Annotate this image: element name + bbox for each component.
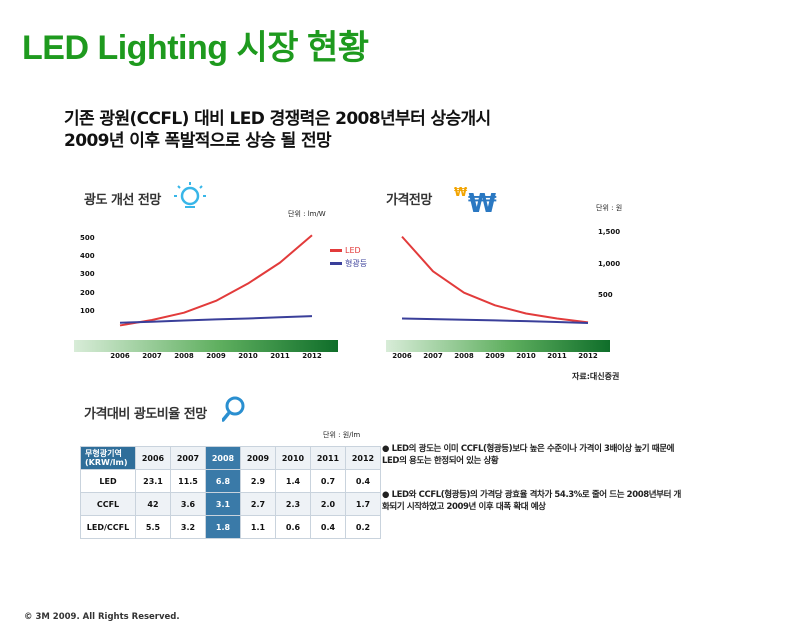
headline-line-1: 기존 광원(CCFL) 대비 LED 경쟁력은 2008년부터 상승개시 — [64, 109, 491, 129]
table-cell: 6.8 — [205, 469, 241, 493]
legend-led-label: LED — [345, 246, 361, 255]
y-tick-label: 1,500 — [598, 228, 621, 237]
bullet-1: ● LED의 광도는 이미 CCFL(형광등)보다 높은 수준이나 가격이 3배… — [382, 443, 682, 467]
table-header-year: 2009 — [240, 446, 276, 470]
table-cell: 1.7 — [345, 492, 381, 516]
table-cell: 0.7 — [310, 469, 346, 493]
table-header-year: 2008 — [205, 446, 241, 470]
series-line-1 — [119, 315, 313, 324]
y-tick-label: 300 — [80, 270, 95, 279]
price-chart — [401, 235, 589, 324]
table-cell: 1.8 — [205, 515, 241, 539]
x-tick-label: 2008 — [454, 352, 474, 360]
bullet-2-text: LED와 CCFL(형광등)의 가격당 광효율 격차가 54.3%로 줄어 드는… — [382, 490, 681, 512]
table-cell: 42 — [135, 492, 171, 516]
price-x-bar — [386, 340, 610, 352]
table-cell: 23.1 — [135, 469, 171, 493]
table-header-year: 2011 — [310, 446, 346, 470]
won-icon: ₩ ₩ — [454, 185, 497, 214]
table-cell: 0.2 — [345, 515, 381, 539]
legend-fluorescent-swatch — [330, 262, 342, 265]
legend-led-swatch — [330, 249, 342, 252]
table-header-year: 2006 — [135, 446, 171, 470]
table-cell: 0.4 — [345, 469, 381, 493]
table-cell: 3.2 — [170, 515, 206, 539]
x-tick-label: 2008 — [174, 352, 194, 360]
series-line-0 — [119, 234, 313, 327]
table-cell: 3.6 — [170, 492, 206, 516]
table-cell: 11.5 — [170, 469, 206, 493]
x-tick-label: 2006 — [110, 352, 130, 360]
legend-fluorescent-label: 형광등 — [345, 259, 368, 268]
svg-text:₩: ₩ — [468, 189, 497, 214]
table-header-year: 2007 — [170, 446, 206, 470]
x-tick-label: 2006 — [392, 352, 412, 360]
x-tick-label: 2009 — [206, 352, 226, 360]
table-cell: 2.7 — [240, 492, 276, 516]
y-tick-label: 100 — [80, 306, 95, 315]
x-tick-label: 2011 — [547, 352, 567, 360]
table-cell: 0.6 — [275, 515, 311, 539]
light-bulb-icon — [174, 182, 206, 208]
table-cell: 2.0 — [310, 492, 346, 516]
table-row: LED 23.1 11.5 6.8 2.9 1.4 0.7 0.4 — [80, 469, 381, 493]
table-cell: 3.1 — [205, 492, 241, 516]
brightness-x-bar — [74, 340, 338, 352]
y-tick-label: 200 — [80, 288, 95, 297]
bullet-2: ● LED와 CCFL(형광등)의 가격당 광효율 격차가 54.3%로 줄어 … — [382, 489, 682, 513]
table-cell: 5.5 — [135, 515, 171, 539]
table-cell: 1.4 — [275, 469, 311, 493]
x-tick-label: 2012 — [578, 352, 598, 360]
brightness-section-title: 광도 개선 전망 — [84, 193, 161, 208]
table-header-year: 2010 — [275, 446, 311, 470]
bullet-dot-icon: ● — [382, 490, 390, 500]
price-section-title: 가격전망 — [386, 193, 432, 208]
y-tick-label: 1,000 — [598, 259, 621, 268]
x-tick-label: 2007 — [423, 352, 443, 360]
x-tick-label: 2012 — [302, 352, 322, 360]
x-tick-label: 2011 — [270, 352, 290, 360]
x-tick-label: 2010 — [238, 352, 258, 360]
svg-text:₩: ₩ — [454, 185, 468, 199]
series-line-1 — [401, 317, 589, 324]
x-tick-label: 2007 — [142, 352, 162, 360]
magnifier-icon — [222, 396, 245, 422]
table-cell: 0.4 — [310, 515, 346, 539]
y-tick-label: 400 — [80, 252, 95, 261]
table-header-row: 무형광기역 (KRW/lm) 2006 2007 2008 2009 2010 … — [80, 446, 381, 470]
table-cell: 1.1 — [240, 515, 276, 539]
series-line-0 — [401, 235, 589, 324]
bullet-dot-icon: ● — [382, 444, 390, 454]
y-tick-label: 500 — [598, 291, 613, 300]
table-row-label: LED — [80, 469, 136, 493]
table-header-label: 무형광기역 (KRW/lm) — [80, 446, 136, 470]
price-unit: 단위 : 원 — [596, 204, 623, 212]
table-row: CCFL 42 3.6 3.1 2.7 2.3 2.0 1.7 — [80, 492, 381, 516]
brightness-unit: 단위 : lm/W — [288, 210, 326, 218]
price-source: 자료:대신증권 — [572, 372, 620, 381]
page-title: LED Lighting 시장 현황 — [22, 29, 369, 67]
table-row-label: LED/CCFL — [80, 515, 136, 539]
table-header-year: 2012 — [345, 446, 381, 470]
ratio-unit: 단위 : 원/lm — [323, 431, 361, 439]
legend-fluorescent: 형광등 — [330, 258, 367, 269]
bullet-1-text: LED의 광도는 이미 CCFL(형광등)보다 높은 수준이나 가격이 3배이상… — [382, 444, 675, 466]
copyright-footer: © 3M 2009. All Rights Reserved. — [24, 612, 180, 622]
ratio-section-title: 가격대비 광도비율 전망 — [84, 407, 207, 422]
brightness-chart — [119, 234, 313, 327]
table-row-label: CCFL — [80, 492, 136, 516]
ratio-table: 무형광기역 (KRW/lm) 2006 2007 2008 2009 2010 … — [80, 446, 381, 539]
headline-line-2: 2009년 이후 폭발적으로 상승 될 전망 — [64, 131, 332, 151]
table-cell: 2.3 — [275, 492, 311, 516]
table-cell: 2.9 — [240, 469, 276, 493]
x-tick-label: 2009 — [485, 352, 505, 360]
legend-led: LED — [330, 246, 361, 255]
y-tick-label: 500 — [80, 233, 95, 242]
table-row: LED/CCFL 5.5 3.2 1.8 1.1 0.6 0.4 0.2 — [80, 515, 381, 539]
x-tick-label: 2010 — [516, 352, 536, 360]
